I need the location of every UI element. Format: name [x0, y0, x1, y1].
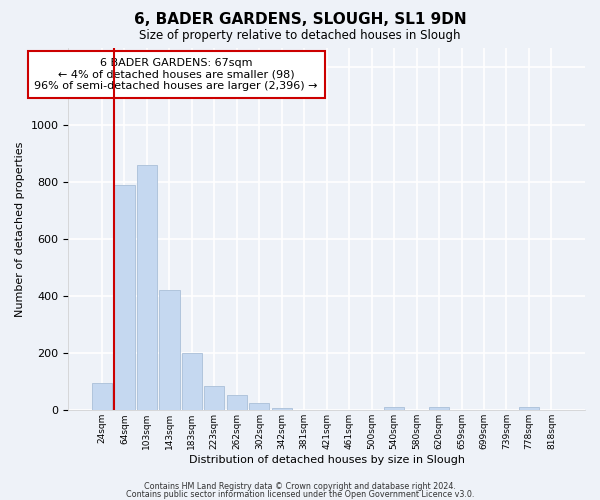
- Bar: [227, 395, 247, 410]
- Text: Size of property relative to detached houses in Slough: Size of property relative to detached ho…: [139, 29, 461, 42]
- Bar: [429, 408, 449, 410]
- Bar: [115, 184, 134, 410]
- Bar: [249, 403, 269, 410]
- Bar: [204, 386, 224, 410]
- Bar: [519, 408, 539, 410]
- Text: Contains public sector information licensed under the Open Government Licence v3: Contains public sector information licen…: [126, 490, 474, 499]
- Bar: [137, 164, 157, 410]
- Bar: [272, 408, 292, 410]
- X-axis label: Distribution of detached houses by size in Slough: Distribution of detached houses by size …: [189, 455, 465, 465]
- Bar: [182, 353, 202, 410]
- Text: Contains HM Land Registry data © Crown copyright and database right 2024.: Contains HM Land Registry data © Crown c…: [144, 482, 456, 491]
- Bar: [384, 408, 404, 410]
- Y-axis label: Number of detached properties: Number of detached properties: [15, 141, 25, 316]
- Bar: [159, 290, 179, 410]
- Text: 6, BADER GARDENS, SLOUGH, SL1 9DN: 6, BADER GARDENS, SLOUGH, SL1 9DN: [134, 12, 466, 28]
- Text: 6 BADER GARDENS: 67sqm
← 4% of detached houses are smaller (98)
96% of semi-deta: 6 BADER GARDENS: 67sqm ← 4% of detached …: [34, 58, 318, 91]
- Bar: [92, 383, 112, 410]
